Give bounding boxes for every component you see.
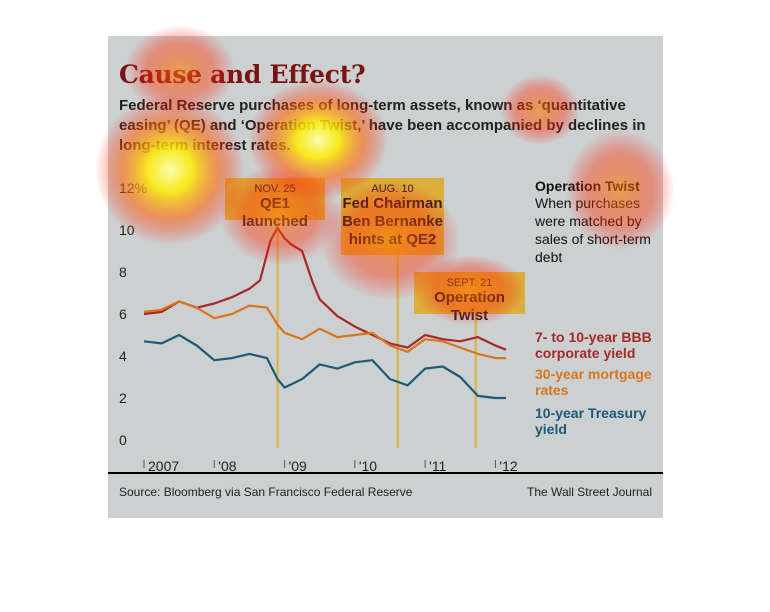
y-tick-label: 6 [119,306,127,322]
annotation-date: AUG. 10 [371,183,414,195]
legend-mortgage: 30-year mortgage rates [535,366,652,398]
series-lines [143,226,507,400]
chart-title: Cause and Effect? [119,60,366,89]
publisher-credit: The Wall Street Journal [527,485,652,499]
x-tick-label: '10 [359,458,377,474]
source-note: Source: Bloomberg via San Francisco Fede… [119,485,413,499]
note-title: Operation Twist [535,178,640,194]
y-axis: 0 2 4 6 8 10 12% [119,180,147,448]
x-tick-label: 2007 [148,458,179,474]
legend-bbb: 7- to 10-year BBB corporate yield [535,329,652,361]
annotation-twist: SEPT. 21 Operation Twist [414,272,525,324]
y-tick-label: 4 [119,348,127,364]
y-tick-label: 12% [119,180,147,196]
x-tick-label: '09 [289,458,307,474]
annotation-text: QE1 launched [242,195,308,230]
operation-twist-note: Operation Twist When purchases were matc… [535,178,660,266]
chart-panel: 0 2 4 6 8 10 12% 2007 '08 '09 '10 '11 '12 Cause and… [108,36,663,518]
y-tick-label: 0 [119,432,127,448]
annotation-text: Operation Twist [434,289,505,324]
note-text: When purchases were matched by sales of … [535,195,651,265]
series-line-mortgage [143,300,506,360]
x-axis: 2007 '08 '09 '10 '11 '12 [108,458,663,474]
annotation-date: NOV. 25 [254,183,296,195]
series-line-treasury [143,333,506,400]
annotation-text: Fed Chairman Ben Bernanke hints at QE2 [342,195,443,248]
annotation-qe2: AUG. 10 Fed Chairman Ben Bernanke hints … [341,178,444,255]
series-line-bbb [143,226,507,351]
annotation-qe1: NOV. 25 QE1 launched [225,178,325,230]
y-tick-label: 8 [119,264,127,280]
x-tick-label: '12 [499,458,517,474]
x-tick-label: '08 [218,458,236,474]
x-tick-label: '11 [429,458,446,474]
legend-treasury: 10-year Treasury yield [535,405,647,437]
y-tick-label: 2 [119,390,127,406]
annotation-date: SEPT. 21 [446,277,493,289]
chart-subtitle: Federal Reserve purchases of long-term a… [119,97,646,154]
y-tick-label: 10 [119,222,135,238]
